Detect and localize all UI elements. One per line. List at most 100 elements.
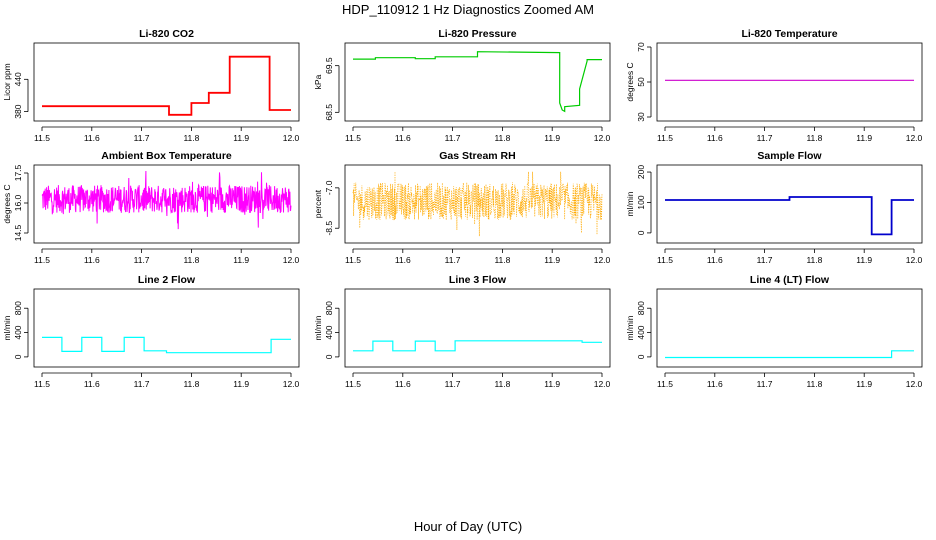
y-axis: 0 400 800 (636, 301, 652, 359)
x-tick-label: 11.8 (494, 133, 510, 143)
x-tick-label: 11.5 (657, 133, 673, 143)
plot-frame (656, 42, 923, 122)
x-tick-label: 11.6 (707, 379, 723, 389)
x-tick-label: 11.9 (233, 379, 249, 389)
panel-title: Li-820 Pressure (438, 28, 516, 40)
x-tick-label: 11.8 (183, 255, 199, 265)
y-axis: 0 100 200 (636, 165, 652, 235)
x-tick-label: 11.9 (856, 133, 872, 143)
y-axis-label: Licor ppm (2, 63, 12, 100)
x-tick-label: 11.8 (806, 255, 822, 265)
x-tick-label: 11.6 (84, 133, 100, 143)
x-tick-label: 11.6 (395, 255, 411, 265)
plot-frame (656, 164, 923, 244)
chart-panel-9: Line 4 (LT) Flow 11.5 11.6 11.7 11.8 11.9 12.0… (625, 274, 923, 389)
figure-title: HDP_110912 1 Hz Diagnostics Zoomed AM (342, 2, 594, 17)
x-axis: 11.5 11.6 11.7 11.8 11.9 12.0 (657, 126, 923, 143)
y-tick-label: 800 (636, 301, 646, 315)
x-tick-label: 11.6 (84, 255, 100, 265)
y-axis: 68.5 69.5 (324, 57, 340, 121)
chart-panel-8: Line 3 Flow 11.5 11.6 11.7 11.8 11.9 12.0 0 400 8… (313, 274, 611, 389)
x-tick-label: 11.5 (345, 133, 361, 143)
y-tick-label: 50 (636, 77, 646, 87)
x-tick-label: 11.5 (34, 255, 50, 265)
y-axis-label: ml/min (625, 191, 635, 216)
data-series (352, 171, 603, 237)
y-axis-label: ml/min (2, 315, 12, 340)
y-tick-label: 800 (324, 301, 334, 315)
x-tick-label: 11.7 (757, 133, 773, 143)
y-tick-label: 440 (13, 72, 23, 86)
y-axis: 14.5 16.0 17.5 (13, 164, 29, 241)
x-tick-label: 12.0 (594, 133, 611, 143)
x-tick-label: 12.0 (283, 379, 300, 389)
x-tick-label: 11.8 (183, 379, 199, 389)
x-tick-label: 11.7 (134, 379, 150, 389)
y-tick-label: 0 (636, 230, 646, 235)
x-tick-label: 11.9 (233, 255, 249, 265)
y-tick-label: 200 (636, 165, 646, 179)
data-series (665, 196, 914, 236)
x-tick-label: 11.6 (395, 379, 411, 389)
data-series (42, 55, 291, 116)
panel-title: Ambient Box Temperature (101, 150, 232, 162)
x-tick-label: 11.5 (345, 379, 361, 389)
chart-panel-1: Li-820 CO2 11.5 11.6 11.7 11.8 11.9 12.0 380 440… (2, 28, 300, 143)
plot-frame (344, 42, 611, 122)
x-tick-label: 11.8 (806, 133, 822, 143)
data-series (42, 336, 291, 354)
x-tick-label: 11.9 (856, 255, 872, 265)
y-tick-label: 0 (636, 354, 646, 359)
x-tick-label: 11.8 (183, 133, 199, 143)
y-tick-label: 380 (13, 104, 23, 118)
x-axis: 11.5 11.6 11.7 11.8 11.9 12.0 (345, 126, 611, 143)
y-tick-label: 400 (324, 325, 334, 339)
y-axis: -8.5 -7.0 (324, 180, 340, 236)
y-axis-label: percent (313, 189, 323, 218)
x-tick-label: 11.5 (34, 133, 50, 143)
data-series (665, 350, 914, 359)
x-tick-label: 11.7 (445, 133, 461, 143)
chart-panel-3: Li-820 Temperature 11.5 11.6 11.7 11.8 11.9 12… (625, 28, 923, 143)
x-tick-label: 12.0 (906, 255, 923, 265)
x-tick-label: 12.0 (594, 255, 611, 265)
y-axis-label: degrees C (625, 62, 635, 101)
panel-title: Gas Stream RH (439, 150, 515, 162)
panel-title: Line 2 Flow (138, 274, 196, 286)
panel-title: Li-820 Temperature (741, 28, 837, 40)
y-tick-label: 400 (636, 325, 646, 339)
y-tick-label: 0 (324, 354, 334, 359)
x-tick-label: 11.8 (494, 379, 510, 389)
x-tick-label: 11.9 (544, 255, 560, 265)
x-axis: 11.5 11.6 11.7 11.8 11.9 12.0 (34, 126, 300, 143)
x-tick-label: 11.9 (544, 133, 560, 143)
x-tick-label: 11.9 (233, 133, 249, 143)
x-axis: 11.5 11.6 11.7 11.8 11.9 12.0 (657, 248, 923, 265)
x-tick-label: 12.0 (283, 133, 300, 143)
y-axis: 30 50 70 (636, 42, 652, 122)
x-tick-label: 11.7 (445, 379, 461, 389)
y-axis-label: ml/min (313, 315, 323, 340)
x-axis: 11.5 11.6 11.7 11.8 11.9 12.0 (345, 372, 611, 389)
plot-frame (344, 288, 611, 368)
x-tick-label: 11.7 (757, 255, 773, 265)
panel-title: Line 3 Flow (449, 274, 507, 286)
plot-frame (33, 42, 300, 122)
x-tick-label: 12.0 (594, 379, 611, 389)
y-tick-label: 70 (636, 42, 646, 52)
y-tick-label: 14.5 (13, 224, 23, 241)
y-axis: 0 400 800 (13, 301, 29, 359)
x-axis: 11.5 11.6 11.7 11.8 11.9 12.0 (34, 248, 300, 265)
chart-panel-6: Sample Flow 11.5 11.6 11.7 11.8 11.9 12.0 0 100 2… (625, 150, 923, 265)
x-tick-label: 11.7 (134, 133, 150, 143)
plot-frame (33, 164, 300, 244)
panel-title: Sample Flow (757, 150, 822, 162)
data-series (353, 51, 602, 113)
x-tick-label: 11.5 (34, 379, 50, 389)
x-tick-label: 11.8 (494, 255, 510, 265)
x-tick-label: 11.7 (134, 255, 150, 265)
x-tick-label: 11.7 (757, 379, 773, 389)
x-tick-label: 11.5 (657, 255, 673, 265)
y-axis-label: ml/min (625, 315, 635, 340)
